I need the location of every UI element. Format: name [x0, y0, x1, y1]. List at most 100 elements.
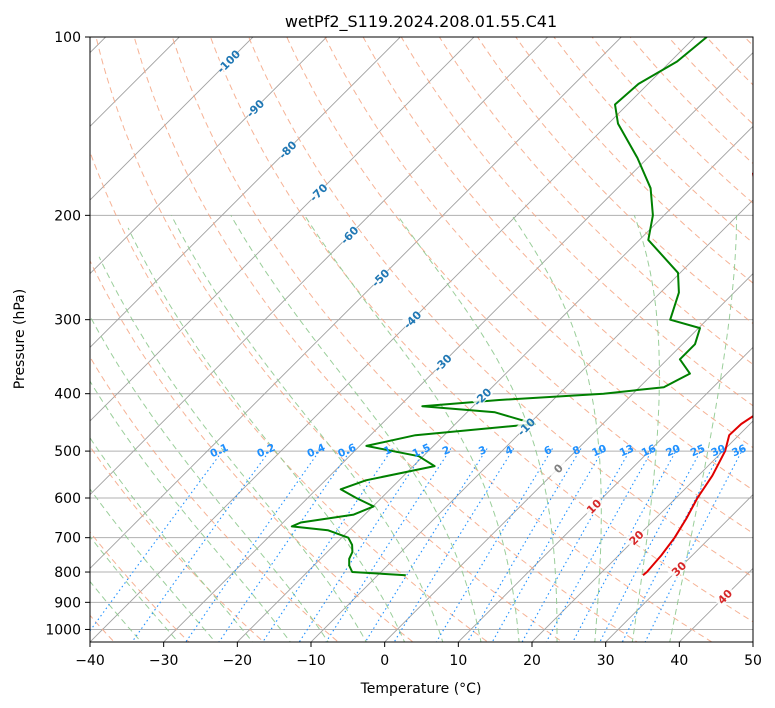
isotherm-line: [310, 199, 753, 642]
isotherm-line: [163, 52, 753, 642]
dry-adiabat-lines: [90, 37, 753, 642]
isotherm-label-backdrop: [216, 49, 240, 73]
y-tick-label: 200: [54, 208, 81, 224]
moist-adiabat: [90, 380, 291, 642]
mixing-ratio-line: [545, 448, 654, 642]
mixing-ratio-label: 3: [477, 444, 489, 458]
isotherm-line: [90, 37, 180, 127]
isotherm-label-backdrop: [470, 384, 494, 408]
dry-adiabat: [90, 531, 190, 642]
mixing-ratio-line: [262, 448, 393, 642]
mixing-ratio-label: 16: [640, 443, 658, 460]
mixing-ratio-label: 25: [689, 443, 707, 460]
mixing-ratio-line: [364, 448, 488, 642]
dry-adiabat: [591, 37, 753, 204]
isotherm-label-backdrop: [400, 307, 423, 331]
x-tick-label: −20: [223, 653, 253, 669]
x-tick-label: 0: [380, 653, 389, 669]
y-axis-ticks: 100 200 300 400 500 600 700 800 900 1000: [45, 30, 90, 638]
y-tick-label: 700: [54, 531, 81, 547]
isotherm-line: [457, 346, 753, 642]
moist-adiabat: [90, 488, 216, 642]
dry-adiabat: [248, 37, 753, 578]
y-tick-label: 300: [54, 313, 81, 329]
mixing-ratio-line: [466, 448, 582, 642]
moist-adiabat: [230, 215, 482, 642]
chart-title: wetPf2_S119.2024.208.01.55.C41: [285, 12, 557, 32]
dry-adiabat: [286, 37, 753, 534]
mixing-ratio-line: [131, 448, 272, 642]
isotherm-label-backdrop: [712, 584, 736, 608]
isotherm-label-backdrop: [368, 265, 392, 289]
moist-adiabat: [98, 256, 367, 642]
moist-adiabat: [511, 215, 602, 642]
isotherm-label-backdrop: [581, 494, 605, 518]
dry-adiabat: [362, 37, 753, 449]
isotherm-label-backdrop: [430, 350, 454, 374]
isotherm-label-backdrop: [514, 414, 537, 438]
x-axis-ticks: −40 −30 −20 −10 0 10 20 30 40 50: [75, 642, 762, 669]
mixing-ratio-line: [572, 448, 678, 642]
mixing-ratio-label: 1: [382, 444, 394, 458]
dry-adiabat: [90, 445, 265, 642]
y-tick-label: 800: [54, 565, 81, 581]
mixing-ratio-label: 30: [709, 443, 727, 460]
moist-adiabat: [170, 215, 444, 642]
mixing-ratio-label: 10: [590, 443, 608, 460]
temperature-profile-line: [642, 171, 753, 576]
plot-frame: [89, 36, 754, 643]
dry-adiabat: [171, 37, 713, 642]
isotherm-line: [90, 37, 475, 422]
isotherm-line: [90, 37, 549, 496]
mixing-ratio-line: [90, 448, 225, 632]
moist-adiabat: [90, 314, 329, 642]
plot-area: -100-90-80-70-60-50-40-30-20-10010203040…: [90, 37, 753, 642]
x-axis-label: Temperature (°C): [360, 681, 482, 697]
sounding-series: [290, 37, 753, 577]
isotherm-line: [605, 494, 753, 642]
isotherm-line: [90, 37, 401, 348]
mixing-ratio-label: 6: [542, 444, 554, 458]
moist-adiabat: [90, 535, 179, 642]
isotherm-label-backdrop: [624, 525, 647, 549]
moist-adiabat: [90, 436, 254, 642]
mixing-ratio-line: [185, 448, 322, 642]
isotherm-label-backdrop: [666, 556, 690, 580]
isotherm-lines: [90, 37, 753, 642]
y-tick-label: 400: [54, 387, 81, 403]
dry-adiabat: [324, 37, 753, 491]
isotherm-label-backdrop: [243, 96, 266, 120]
y-tick-label: 500: [54, 444, 81, 460]
mixing-ratio-label: 4: [503, 444, 515, 458]
mixing-ratio-lines: [90, 448, 744, 642]
y-tick-label: 1000: [45, 622, 81, 638]
moist-adiabat: [127, 227, 406, 642]
dewpoint-profile-line: [290, 37, 708, 577]
isotherm-label-backdrop: [306, 180, 330, 204]
y-tick-label: 900: [54, 595, 81, 611]
dry-adiabat: [133, 37, 638, 642]
dry-adiabat: [209, 37, 753, 623]
isotherm-line: [236, 125, 753, 642]
mixing-ratio-label: 13: [618, 443, 636, 460]
mixing-ratio-line: [325, 448, 452, 642]
isotherm-line: [90, 37, 328, 275]
isotherm-label-backdrop: [275, 137, 299, 161]
mixing-ratio-line: [218, 448, 353, 642]
isotherm-label-backdrop: [337, 223, 361, 246]
x-tick-label: 10: [449, 653, 467, 669]
isotherm-line: [90, 37, 696, 642]
moist-adiabat: [396, 215, 558, 642]
moist-adiabat: [669, 215, 738, 642]
x-tick-label: 40: [670, 653, 688, 669]
y-axis-label: Pressure (hPa): [12, 289, 28, 389]
dry-adiabat: [515, 37, 753, 284]
dry-adiabat: [90, 259, 414, 642]
x-tick-label: −30: [149, 653, 179, 669]
x-tick-label: 20: [523, 653, 541, 669]
moist-adiabat: [304, 215, 520, 642]
mixing-ratio-label: 36: [730, 443, 748, 460]
mixing-ratio-line: [298, 448, 427, 642]
